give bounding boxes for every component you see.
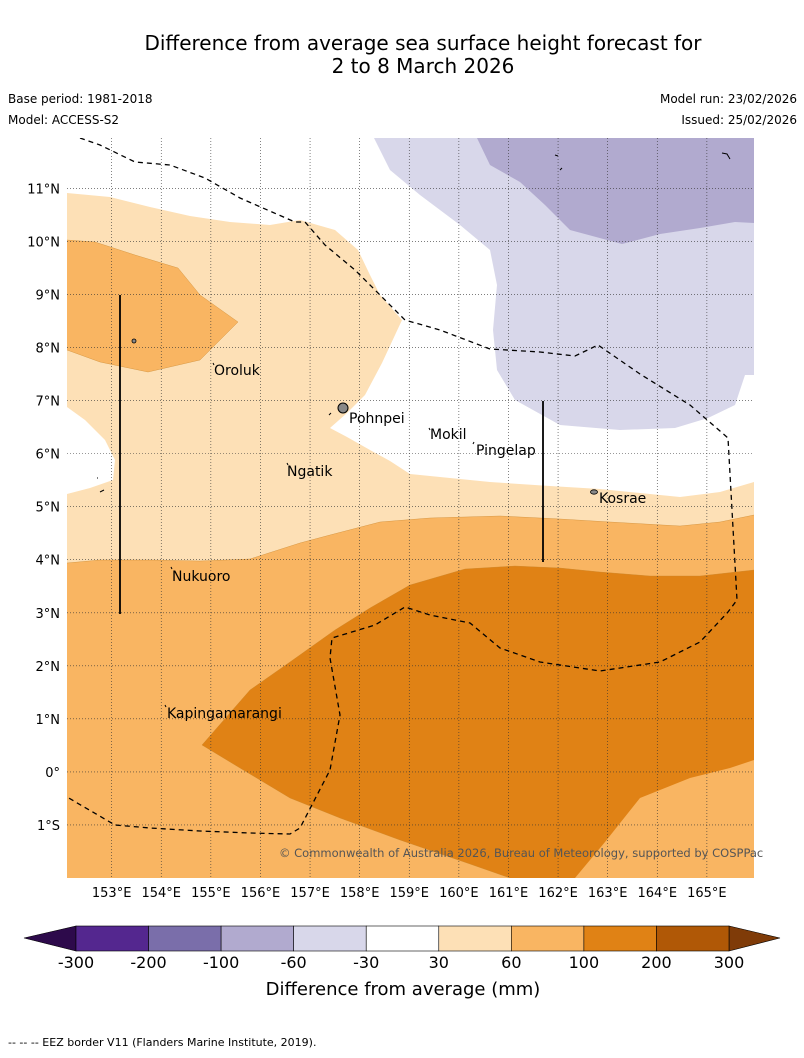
lat-tick-label: 2°N bbox=[36, 660, 61, 675]
colorbar-tick-label: -300 bbox=[58, 953, 94, 972]
contour-fills bbox=[67, 138, 754, 878]
colorbar-tick-label: 200 bbox=[641, 953, 672, 972]
title-line-2: 2 to 8 March 2026 bbox=[331, 54, 515, 78]
colorbar-tick-label: 30 bbox=[429, 953, 449, 972]
band-60-100-west bbox=[67, 240, 238, 372]
colorbar-segment bbox=[511, 925, 585, 952]
kosrae-island bbox=[590, 489, 598, 495]
lon-tick-label: 155°E bbox=[191, 886, 231, 901]
lat-tick-label: 1°S bbox=[37, 819, 60, 834]
pohnpei-island bbox=[337, 402, 349, 414]
lat-tick-label: 10°N bbox=[27, 235, 60, 250]
latitude-labels: 11°N 10°N 9°N 8°N 7°N 6°N 5°N 4°N 3°N 2°N 1°N 0° 1°S bbox=[27, 182, 60, 834]
small-islets bbox=[97, 152, 731, 708]
colorbar-segment bbox=[148, 925, 222, 952]
islands bbox=[97, 152, 731, 708]
lat-tick-label: 7°N bbox=[36, 395, 61, 410]
lat-tick-label: 9°N bbox=[36, 288, 61, 303]
gridlines bbox=[67, 138, 754, 878]
colorbar-tick-label: -100 bbox=[203, 953, 239, 972]
colorbar-segment bbox=[220, 925, 294, 952]
place-label-mokil: Mokil bbox=[430, 427, 467, 443]
colorbar-label: Difference from average (mm) bbox=[266, 979, 541, 1000]
place-label-pingelap: Pingelap bbox=[476, 443, 536, 459]
lat-tick-label: 0° bbox=[45, 766, 60, 781]
lon-tick-label: 156°E bbox=[241, 886, 281, 901]
place-label-kapingamarangi: Kapingamarangi bbox=[167, 706, 282, 722]
lat-tick-label: 11°N bbox=[27, 182, 60, 197]
atoll-islet bbox=[131, 338, 137, 344]
colorbar: -300 -200 -100 -60 -30 30 60 100 200 300 Differen… bbox=[23, 925, 781, 1000]
colorbar-segment bbox=[75, 925, 149, 952]
lat-tick-label: 4°N bbox=[36, 554, 61, 569]
lat-tick-label: 6°N bbox=[36, 448, 61, 463]
band-neg100-neg60 bbox=[477, 138, 754, 244]
base-period: Base period: 1981-2018 bbox=[8, 92, 153, 106]
band-neutral-west bbox=[67, 407, 115, 494]
chart-title: Difference from average sea surface heig… bbox=[0, 32, 804, 78]
eez-border bbox=[67, 138, 738, 835]
colorbar-tick-label: -30 bbox=[353, 953, 379, 972]
eez-legend-note: -- -- -- EEZ border V11 (Flanders Marine… bbox=[8, 1036, 317, 1049]
lon-tick-label: 153°E bbox=[92, 886, 132, 901]
place-label-oroluk: Oroluk bbox=[214, 363, 261, 379]
lon-tick-label: 159°E bbox=[389, 886, 429, 901]
lat-tick-label: 3°N bbox=[36, 607, 61, 622]
lon-tick-label: 154°E bbox=[141, 886, 181, 901]
colorbar-tick-label: 100 bbox=[569, 953, 600, 972]
colorbar-extend-low bbox=[23, 925, 77, 952]
lon-tick-label: 160°E bbox=[439, 886, 479, 901]
colorbar-tick-label: 60 bbox=[501, 953, 521, 972]
lat-tick-label: 1°N bbox=[36, 713, 61, 728]
band-100-200 bbox=[202, 566, 754, 878]
lon-tick-label: 158°E bbox=[340, 886, 380, 901]
lon-tick-label: 157°E bbox=[290, 886, 330, 901]
model-name: Model: ACCESS-S2 bbox=[8, 113, 120, 127]
lon-tick-label: 164°E bbox=[638, 886, 678, 901]
model-run: Model run: 23/02/2026 bbox=[659, 92, 797, 106]
colorbar-segment bbox=[438, 925, 512, 952]
lon-tick-label: 165°E bbox=[687, 886, 727, 901]
issued-date: Issued: 25/02/2026 bbox=[681, 113, 797, 127]
lon-tick-label: 162°E bbox=[538, 886, 578, 901]
lat-tick-label: 5°N bbox=[36, 501, 61, 516]
title-line-1: Difference from average sea surface heig… bbox=[144, 31, 702, 55]
colorbar-segment bbox=[583, 925, 657, 952]
place-label-nukuoro: Nukuoro bbox=[172, 569, 230, 585]
map-figure: Oroluk Pohnpei Mokil Pingelap Ngatik Kos… bbox=[23, 138, 781, 1000]
place-label-ngatik: Ngatik bbox=[287, 464, 333, 480]
colorbar-tick-label: 300 bbox=[714, 953, 745, 972]
colorbar-segment bbox=[365, 925, 440, 952]
place-label-pohnpei: Pohnpei bbox=[349, 411, 405, 427]
copyright-note: © Commonwealth of Australia 2026, Bureau… bbox=[279, 846, 763, 860]
colorbar-segment bbox=[293, 925, 367, 952]
longitude-labels: 153°E 154°E 155°E 156°E 157°E 158°E 159°E 160°E… bbox=[92, 886, 727, 901]
lon-tick-label: 161°E bbox=[489, 886, 529, 901]
colorbar-extend-high bbox=[728, 925, 781, 952]
lat-tick-label: 8°N bbox=[36, 342, 61, 357]
colorbar-tick-label: -200 bbox=[130, 953, 166, 972]
colorbar-segment bbox=[656, 925, 730, 952]
lon-tick-label: 163°E bbox=[588, 886, 628, 901]
place-label-kosrae: Kosrae bbox=[599, 491, 646, 507]
colorbar-tick-label: -60 bbox=[281, 953, 307, 972]
